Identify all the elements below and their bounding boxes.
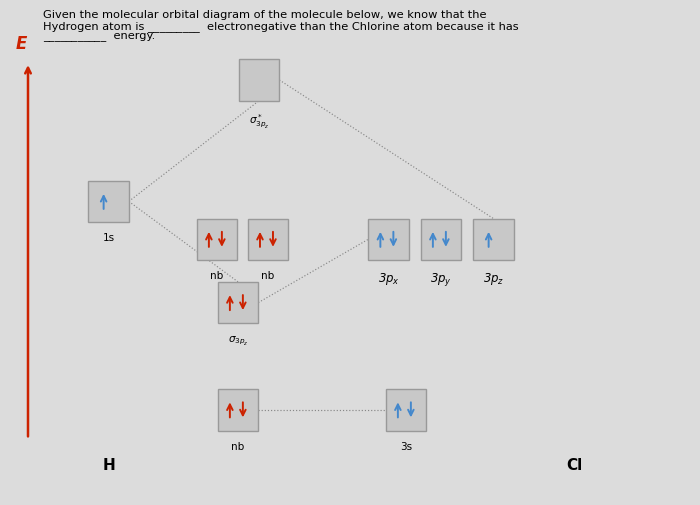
Text: 3s: 3s	[400, 441, 412, 451]
Text: $\sigma_{3p_z}$: $\sigma_{3p_z}$	[228, 334, 248, 347]
Text: $\sigma^*_{3p_z}$: $\sigma^*_{3p_z}$	[248, 112, 270, 129]
Bar	[88, 181, 129, 223]
Text: 1s: 1s	[102, 233, 115, 243]
Text: nb: nb	[232, 441, 244, 451]
Bar	[248, 219, 288, 261]
Bar	[218, 282, 258, 324]
Bar	[368, 219, 409, 261]
Bar	[386, 389, 426, 431]
Text: nb: nb	[211, 271, 223, 281]
Text: H: H	[102, 457, 115, 472]
Text: Given the molecular orbital diagram of the molecule below, we know that the: Given the molecular orbital diagram of t…	[43, 10, 487, 20]
Bar	[421, 219, 461, 261]
Text: ___________  energy.: ___________ energy.	[43, 32, 155, 42]
Text: E: E	[15, 35, 27, 53]
Text: Hydrogen atom is _________  electronegative than the Chlorine atom because it ha: Hydrogen atom is _________ electronegati…	[43, 21, 519, 32]
Bar	[197, 219, 237, 261]
Text: 3$p_z$: 3$p_z$	[483, 271, 504, 287]
Text: nb: nb	[262, 271, 274, 281]
Bar	[218, 389, 258, 431]
Text: 3$p_x$: 3$p_x$	[377, 271, 400, 287]
Bar	[473, 219, 514, 261]
Bar	[239, 60, 279, 102]
Text: 3$p_y$: 3$p_y$	[430, 271, 452, 288]
Text: Cl: Cl	[566, 457, 582, 472]
